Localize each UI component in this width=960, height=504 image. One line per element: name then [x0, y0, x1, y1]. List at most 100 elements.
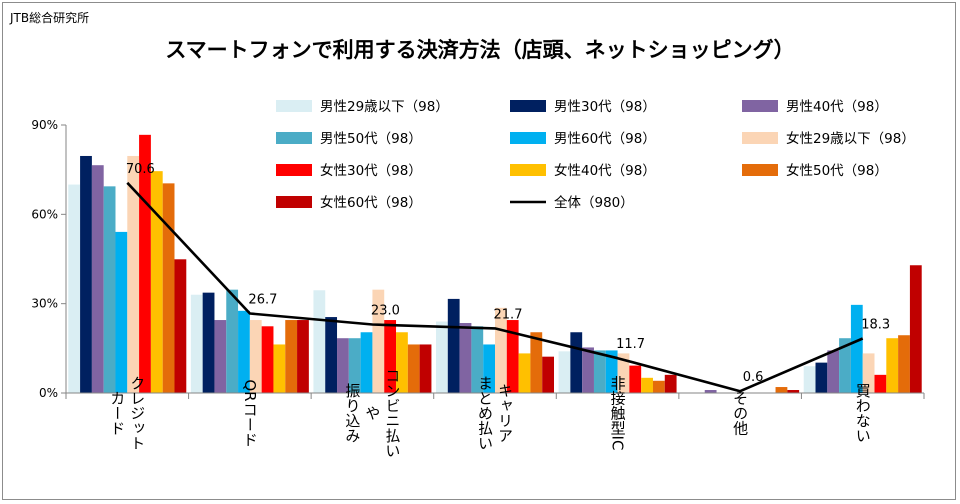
- legend-swatch: [742, 132, 778, 144]
- bar-s2-c1: [214, 320, 227, 393]
- chart-title: スマートフォンで利用する決済方法（店頭、ネットショッピング）: [165, 38, 795, 62]
- legend-label: 全体（980）: [554, 194, 634, 211]
- category-label-text: カード: [108, 391, 126, 436]
- bar-s4-c6: [850, 304, 863, 393]
- y-tick-label: 30%: [31, 297, 58, 311]
- bar-s7-c1: [273, 344, 286, 393]
- bar-s9-c4: [664, 374, 677, 393]
- legend-label: 男性29歳以下（98）: [320, 99, 449, 115]
- category-label-text: まとめ払い: [476, 376, 494, 451]
- bar-s6-c1: [261, 326, 274, 393]
- data-label-3: 21.7: [494, 307, 523, 322]
- category-label-5: その他: [731, 391, 749, 437]
- bar-s3-c6: [839, 338, 851, 393]
- bar-s0-c2: [313, 290, 326, 393]
- bar-s1-c6: [815, 362, 828, 393]
- bar-s7-c2: [396, 332, 408, 393]
- bar-s8-c3: [530, 332, 543, 393]
- category-label-1: QRコード: [241, 379, 259, 446]
- bar-s1-c3: [447, 298, 460, 393]
- line-layer: [126, 181, 864, 393]
- legend-item-6: 女性30代（98）: [276, 162, 422, 179]
- legend-item-1: 男性30代（98）: [510, 99, 656, 115]
- legend-label: 男性60代（98）: [554, 131, 656, 147]
- bar-s5-c3: [495, 307, 507, 393]
- bar-s0-c3: [436, 321, 448, 393]
- legend-label: 女性60代（98）: [320, 194, 422, 211]
- bar-s1-c2: [325, 317, 338, 393]
- legend-swatch: [742, 100, 778, 112]
- legend-swatch: [276, 164, 312, 176]
- legend-item-2: 男性40代（98）: [742, 99, 888, 115]
- bar-s4-c2: [360, 332, 373, 393]
- bar-s9-c6: [909, 265, 922, 393]
- bar-s6-c6: [874, 374, 887, 393]
- bar-s8-c5: [775, 387, 788, 393]
- bar-s2-c0: [91, 165, 104, 393]
- bar-s9-c1: [297, 320, 309, 393]
- bar-s5-c1: [249, 320, 262, 393]
- legend-item-9: 女性60代（98）: [276, 194, 422, 211]
- legend-swatch: [276, 196, 312, 208]
- bar-s9-c0: [174, 259, 187, 393]
- bar-s8-c2: [407, 344, 420, 393]
- bar-s4-c1: [238, 310, 250, 393]
- bar-s3-c1: [226, 289, 239, 393]
- legend-swatch: [510, 100, 546, 112]
- bar-s6-c3: [506, 320, 519, 393]
- y-tick-label: 60%: [31, 207, 58, 221]
- bar-s7-c4: [641, 377, 653, 393]
- legend-label: 女性50代（98）: [786, 162, 888, 179]
- bar-s7-c6: [886, 338, 899, 393]
- legend-item-10: 全体（980）: [510, 194, 634, 211]
- data-label-1: 26.7: [248, 293, 277, 308]
- bar-s9-c3: [542, 356, 554, 393]
- legend-swatch: [276, 100, 312, 112]
- data-label-4: 11.7: [616, 337, 645, 352]
- data-label-6: 18.3: [861, 318, 890, 333]
- bar-s2-c3: [459, 323, 472, 393]
- legend-swatch: [510, 164, 546, 176]
- category-label-text: 買わない: [854, 383, 872, 443]
- legend-swatch: [742, 164, 778, 176]
- category-label-4: 非接触型IC: [609, 376, 627, 451]
- bar-s7-c0: [150, 171, 163, 393]
- bar-s5-c4: [617, 353, 630, 393]
- bar-s9-c5: [787, 390, 800, 393]
- category-label-text: 振り込み: [343, 383, 361, 443]
- data-label-5: 0.6: [743, 370, 764, 385]
- bar-s5-c6: [862, 353, 875, 393]
- legend-swatch: [276, 132, 312, 144]
- data-label-2: 23.0: [371, 304, 400, 319]
- y-tick-label: 0%: [39, 386, 58, 400]
- legend: 男性29歳以下（98） 男性30代（98） 男性40代（98） 男性50代（98） 男性…: [276, 99, 915, 211]
- bar-s2-c6: [827, 350, 840, 393]
- legend-item-7: 女性40代（98）: [510, 162, 656, 179]
- legend-label: 女性29歳以下（98）: [786, 130, 915, 147]
- axes-layer: 0% 30% 60% 90%: [31, 118, 925, 400]
- bar-s4-c4: [605, 350, 618, 393]
- category-label-6: 買わない: [854, 383, 872, 443]
- category-label-text: キャリア: [496, 383, 514, 443]
- bar-s1-c0: [80, 155, 92, 393]
- bars-layer: [68, 134, 922, 393]
- source-label: JTB総合研究所: [10, 11, 90, 25]
- legend-label: 男性50代（98）: [320, 131, 422, 147]
- category-label-text: や: [363, 406, 381, 421]
- bar-s0-c4: [558, 351, 571, 393]
- bar-s2-c4: [582, 347, 594, 393]
- category-label-text: その他: [731, 391, 749, 437]
- bar-s4-c3: [483, 344, 495, 393]
- legend-label: 女性40代（98）: [554, 162, 656, 179]
- bar-s8-c0: [162, 183, 175, 393]
- bar-s6-c2: [384, 320, 397, 393]
- series-line-overall: [126, 181, 864, 393]
- bar-s6-c0: [139, 134, 151, 393]
- bar-s2-c2: [337, 338, 349, 393]
- data-label-0: 70.6: [126, 162, 155, 177]
- bar-s0-c1: [190, 294, 203, 393]
- bar-s4-c0: [115, 231, 128, 393]
